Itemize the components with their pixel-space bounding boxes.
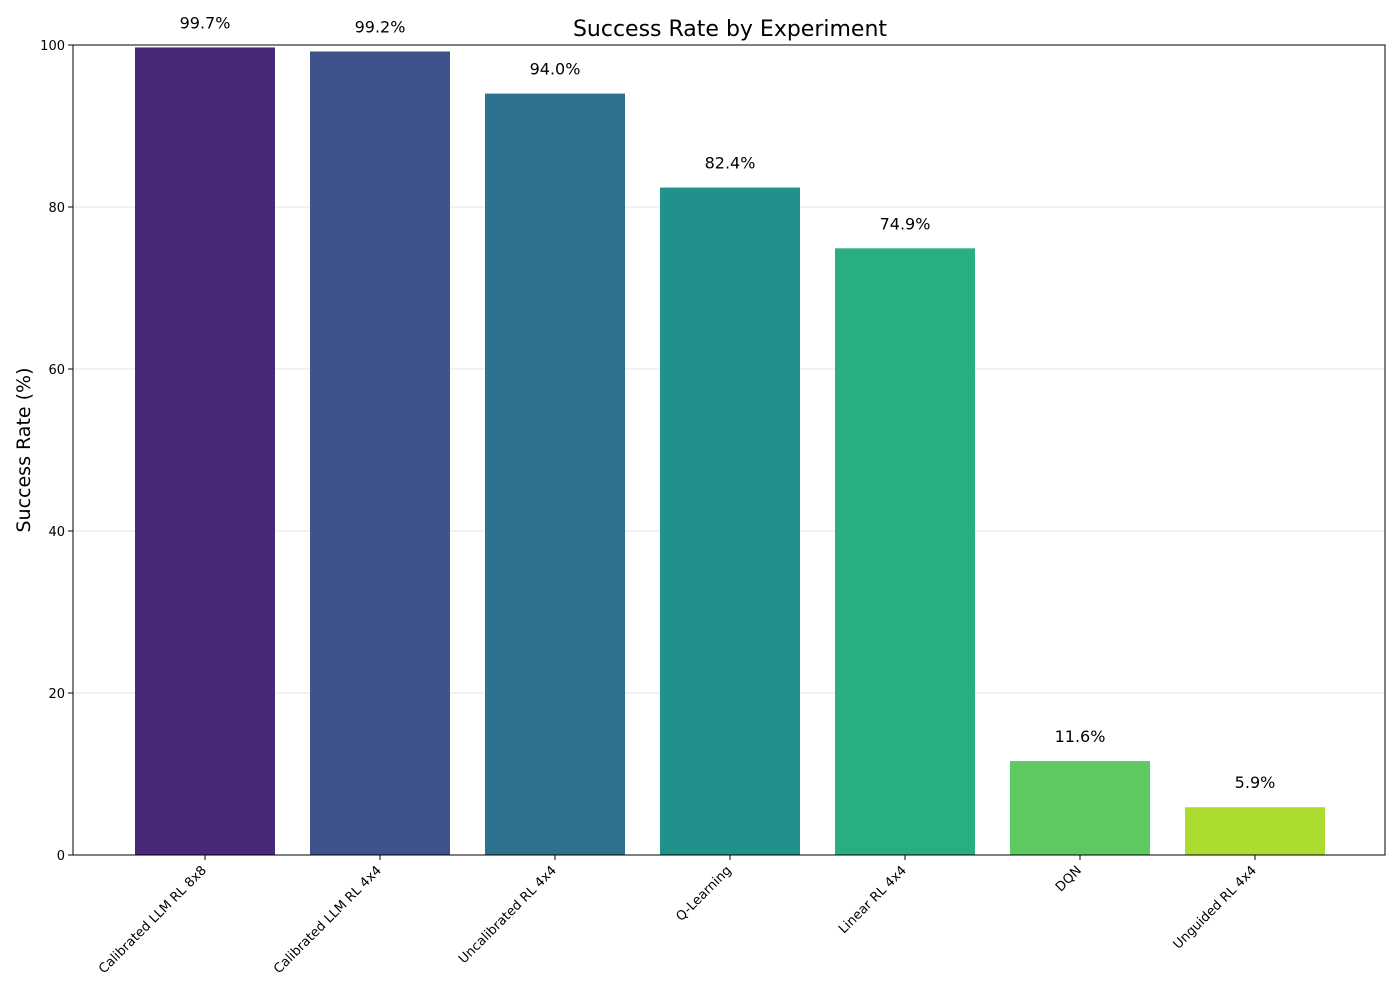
x-axis-ticks: Calibrated LLM RL 8x8 Calibrated LLM RL 4… bbox=[96, 855, 1260, 977]
x-tick-label: Calibrated LLM RL 4x4 bbox=[271, 863, 385, 977]
y-tick-label: 20 bbox=[48, 687, 65, 702]
x-tick-label: Linear RL 4x4 bbox=[836, 863, 910, 937]
bar bbox=[135, 47, 275, 856]
x-tick-label: Q-Learning bbox=[673, 863, 734, 924]
chart-title: Success Rate by Experiment bbox=[573, 17, 887, 42]
bar bbox=[835, 248, 975, 855]
bar-value-label: 99.2% bbox=[355, 17, 406, 36]
y-tick-label: 60 bbox=[48, 363, 65, 378]
bar-value-label: 74.9% bbox=[880, 214, 931, 233]
bar-value-label: 99.7% bbox=[180, 13, 231, 32]
x-tick-label: Uncalibrated RL 4x4 bbox=[456, 863, 560, 967]
y-tick-label: 100 bbox=[40, 39, 65, 54]
bar bbox=[1185, 807, 1325, 855]
y-axis-ticks: 0 20 40 60 80 100 bbox=[40, 39, 73, 864]
y-tick-label: 80 bbox=[48, 201, 65, 216]
bar bbox=[310, 51, 450, 856]
y-tick-label: 40 bbox=[48, 525, 65, 540]
x-tick-label: Calibrated LLM RL 8x8 bbox=[96, 863, 210, 977]
bar bbox=[485, 93, 625, 856]
x-tick-label: DQN bbox=[1053, 863, 1085, 895]
bar-value-label: 94.0% bbox=[530, 60, 581, 79]
plot-frame bbox=[72, 44, 1386, 856]
bar bbox=[660, 187, 800, 855]
bar-value-label: 5.9% bbox=[1235, 773, 1276, 792]
bar-value-labels: 99.7% 99.2% 94.0% 82.4% 74.9% 11.6% 5.9% bbox=[180, 13, 1276, 792]
y-tick-label: 0 bbox=[57, 849, 65, 864]
y-axis-label: Success Rate (%) bbox=[13, 367, 35, 532]
bar-value-label: 11.6% bbox=[1055, 727, 1106, 746]
bars bbox=[135, 47, 1325, 856]
bar-value-label: 82.4% bbox=[705, 154, 756, 173]
bar bbox=[1010, 761, 1150, 855]
x-tick-label: Unguided RL 4x4 bbox=[1171, 863, 1260, 952]
